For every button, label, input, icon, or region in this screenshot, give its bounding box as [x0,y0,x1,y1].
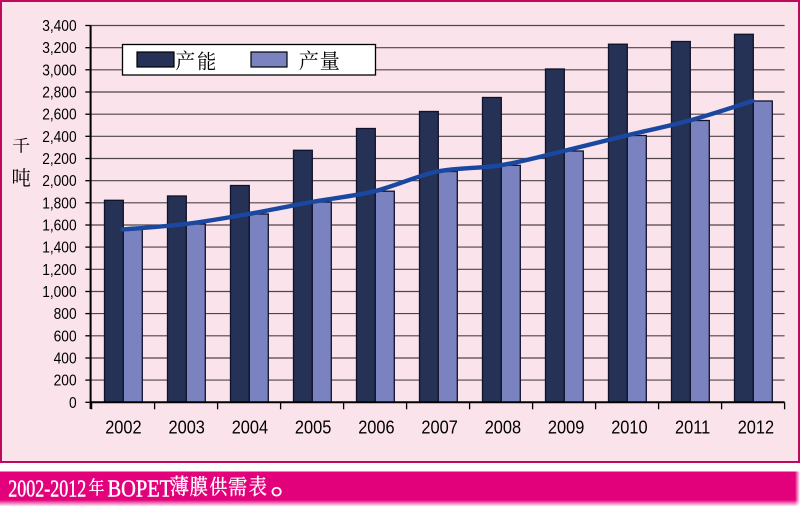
svg-text:1,000: 1,000 [42,283,76,301]
svg-text:2012: 2012 [738,417,774,438]
svg-text:2,400: 2,400 [42,128,76,146]
svg-text:2,200: 2,200 [42,150,76,168]
svg-text:3,000: 3,000 [42,61,76,79]
svg-text:2,800: 2,800 [42,84,76,102]
svg-text:2008: 2008 [485,417,521,438]
svg-text:600: 600 [54,327,77,345]
svg-text:3,200: 3,200 [42,39,76,57]
svg-text:0: 0 [69,394,77,412]
svg-text:2,000: 2,000 [42,172,76,190]
svg-text:2002-2012: 2002-2012 [8,475,86,502]
svg-text:1,200: 1,200 [42,261,76,279]
svg-text:200: 200 [54,372,77,390]
svg-text:400: 400 [54,350,77,368]
svg-text:2006: 2006 [358,417,394,438]
svg-text:2004: 2004 [232,417,269,438]
svg-text:800: 800 [54,305,77,323]
svg-text:BOPET: BOPET [108,475,173,502]
svg-text:2002: 2002 [105,417,141,438]
svg-text:2005: 2005 [295,417,331,438]
svg-text:2007: 2007 [421,417,457,438]
svg-text:1,600: 1,600 [42,217,76,235]
svg-text:2003: 2003 [169,417,205,438]
svg-text:1,400: 1,400 [42,239,76,257]
svg-text:3,400: 3,400 [42,17,76,35]
svg-text:2011: 2011 [675,417,710,438]
svg-text:2010: 2010 [611,417,648,438]
svg-text:2,600: 2,600 [42,106,76,124]
svg-text:2009: 2009 [548,417,584,438]
svg-text:1,800: 1,800 [42,194,76,212]
